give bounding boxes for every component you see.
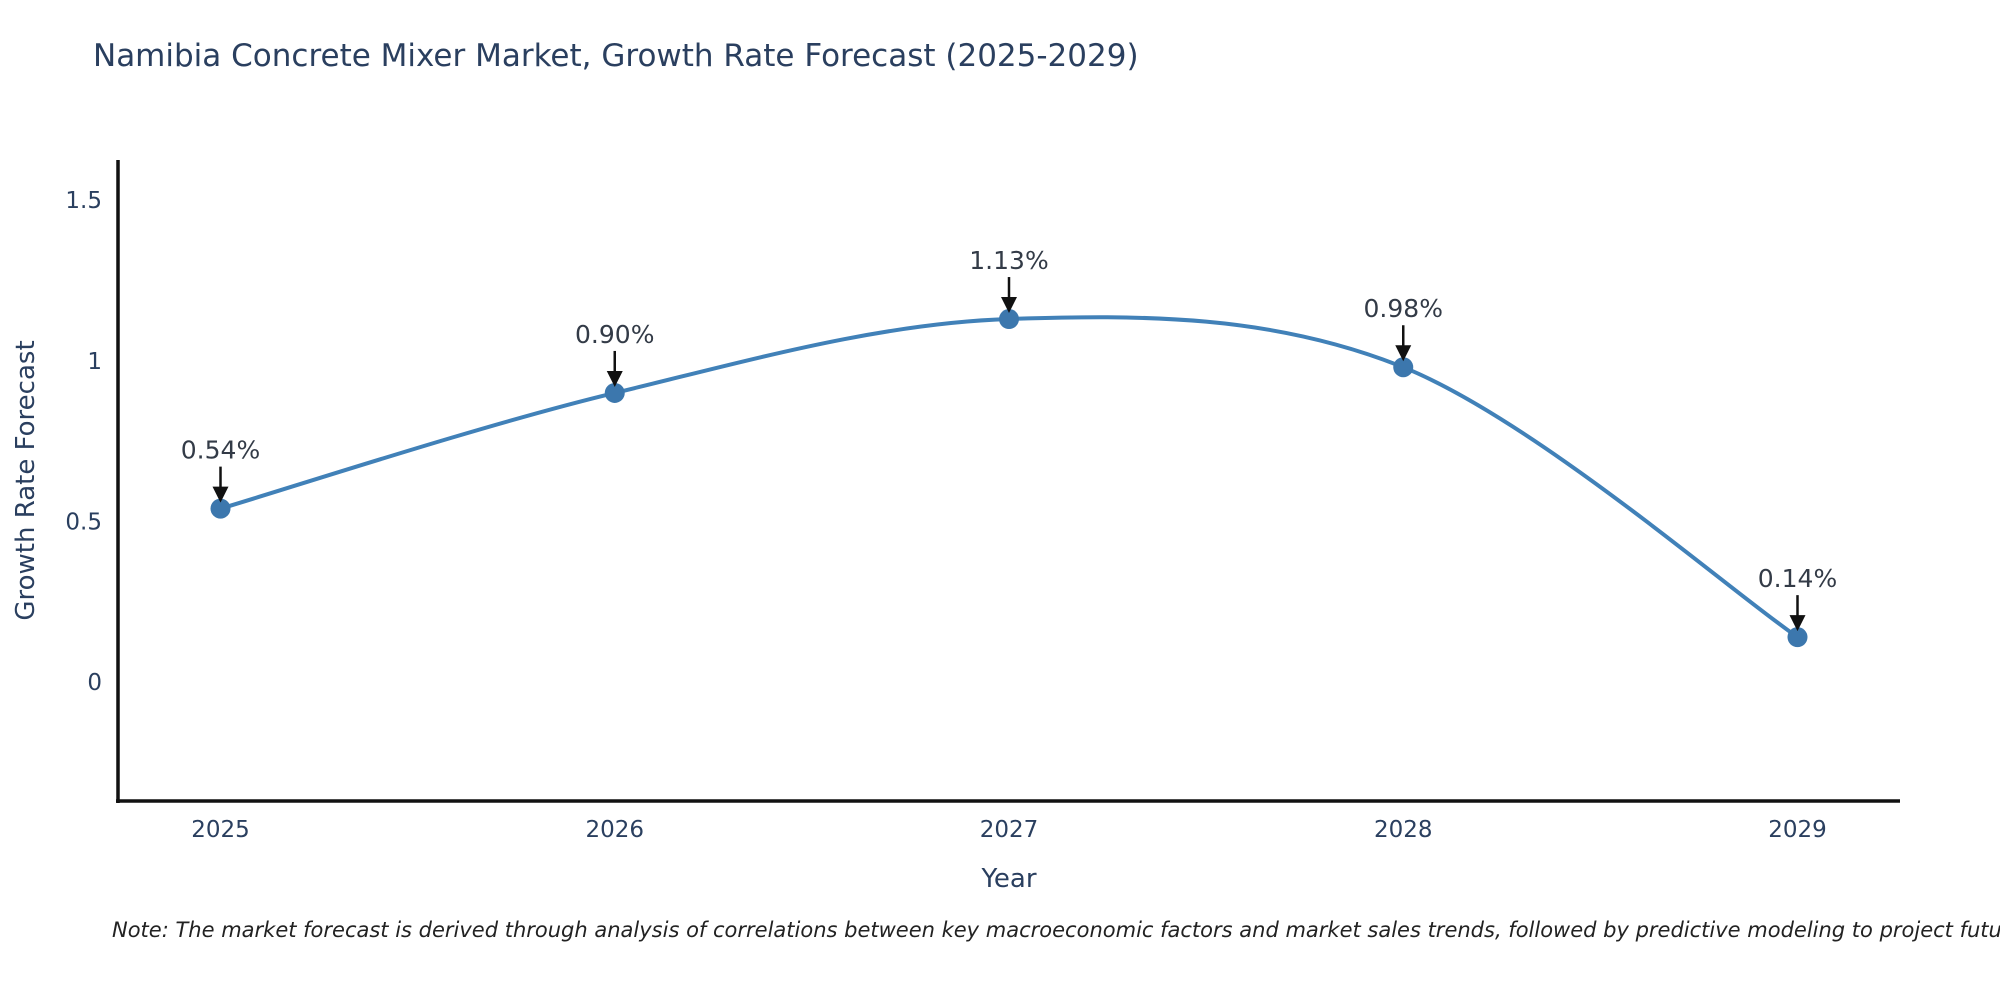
y-axis-title: Growth Rate Forecast: [11, 340, 41, 620]
annotation-arrowhead: [1395, 345, 1412, 362]
data-point-label: 0.54%: [181, 436, 260, 465]
annotation-arrowhead: [606, 370, 623, 387]
y-tick-label: 1.5: [65, 188, 102, 214]
x-tick-label: 2027: [980, 817, 1039, 843]
y-tick-label: 1: [87, 349, 102, 375]
data-point-marker: [210, 498, 231, 519]
x-tick-label: 2025: [191, 817, 250, 843]
annotation-arrowhead: [212, 486, 229, 503]
data-point-label: 1.13%: [969, 246, 1048, 275]
data-point-label: 0.98%: [1364, 294, 1443, 323]
y-tick-label: 0: [87, 670, 102, 696]
annotation-arrowhead: [1789, 615, 1806, 632]
footnote-text: Note: The market forecast is derived thr…: [112, 918, 2000, 942]
data-point-label: 0.90%: [575, 320, 654, 349]
forecast-line: [218, 315, 1800, 640]
data-point-marker: [604, 382, 625, 403]
x-tick-label: 2029: [1768, 817, 1827, 843]
x-tick-label: 2028: [1374, 817, 1433, 843]
x-axis-title: Year: [980, 864, 1036, 894]
x-tick-label: 2026: [585, 817, 644, 843]
data-point-label: 0.14%: [1758, 564, 1837, 593]
data-point-marker: [1787, 627, 1808, 648]
annotation-arrowhead: [1001, 297, 1017, 314]
chart-title: Namibia Concrete Mixer Market, Growth Ra…: [93, 38, 1139, 74]
data-point-marker: [999, 309, 1019, 330]
y-tick-label: 0.5: [65, 509, 102, 535]
data-point-marker: [1393, 357, 1414, 378]
